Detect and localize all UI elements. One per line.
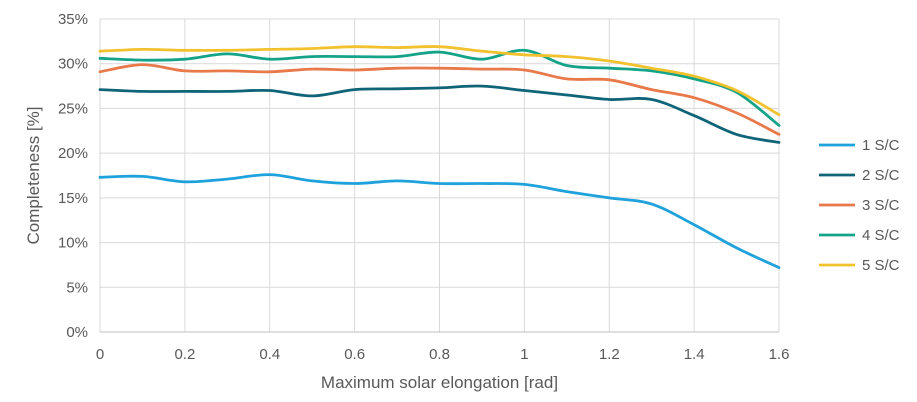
y-tick-label: 0% <box>66 324 88 341</box>
x-tick-label: 0.4 <box>259 346 280 363</box>
tick-labels: 0% 5% 10% 15% 20% 25% 30% 35% 0 0.2 0.4 0.6 0.8 1 1.2 1… <box>58 11 789 363</box>
series-line-3 <box>98 63 781 136</box>
legend-label: 2 S/C <box>862 167 900 184</box>
legend: 1 S/C 2 S/C 3 S/C 4 S/C 5 S/C <box>819 137 900 274</box>
y-tick-label: 5% <box>66 279 88 296</box>
y-tick-label: 35% <box>58 11 88 28</box>
y-tick-label: 25% <box>58 100 88 117</box>
y-axis-title: Completeness [%] <box>24 107 43 245</box>
x-tick-label: 1.6 <box>769 346 790 363</box>
series-line-2 <box>98 84 781 144</box>
y-tick-label: 20% <box>58 145 88 162</box>
legend-label: 5 S/C <box>862 257 900 274</box>
series-line-1 <box>98 173 781 269</box>
grid-lines <box>99 18 780 333</box>
legend-label: 1 S/C <box>862 137 900 154</box>
x-tick-label: 0 <box>96 346 104 363</box>
y-tick-label: 15% <box>58 190 88 207</box>
series-line-4 <box>98 48 781 127</box>
x-tick-label: 0.8 <box>429 346 450 363</box>
legend-label: 4 S/C <box>862 227 900 244</box>
series-lines <box>98 45 781 269</box>
y-tick-label: 30% <box>58 56 88 73</box>
x-tick-label: 0.2 <box>174 346 195 363</box>
x-tick-label: 1.4 <box>684 346 705 363</box>
legend-label: 3 S/C <box>862 197 900 214</box>
y-tick-label: 10% <box>58 235 88 252</box>
x-tick-label: 1.2 <box>599 346 620 363</box>
x-axis-title: Maximum solar elongation [rad] <box>321 373 558 392</box>
x-tick-label: 1 <box>520 346 528 363</box>
x-tick-label: 0.6 <box>344 346 365 363</box>
series-line-5 <box>98 45 781 117</box>
